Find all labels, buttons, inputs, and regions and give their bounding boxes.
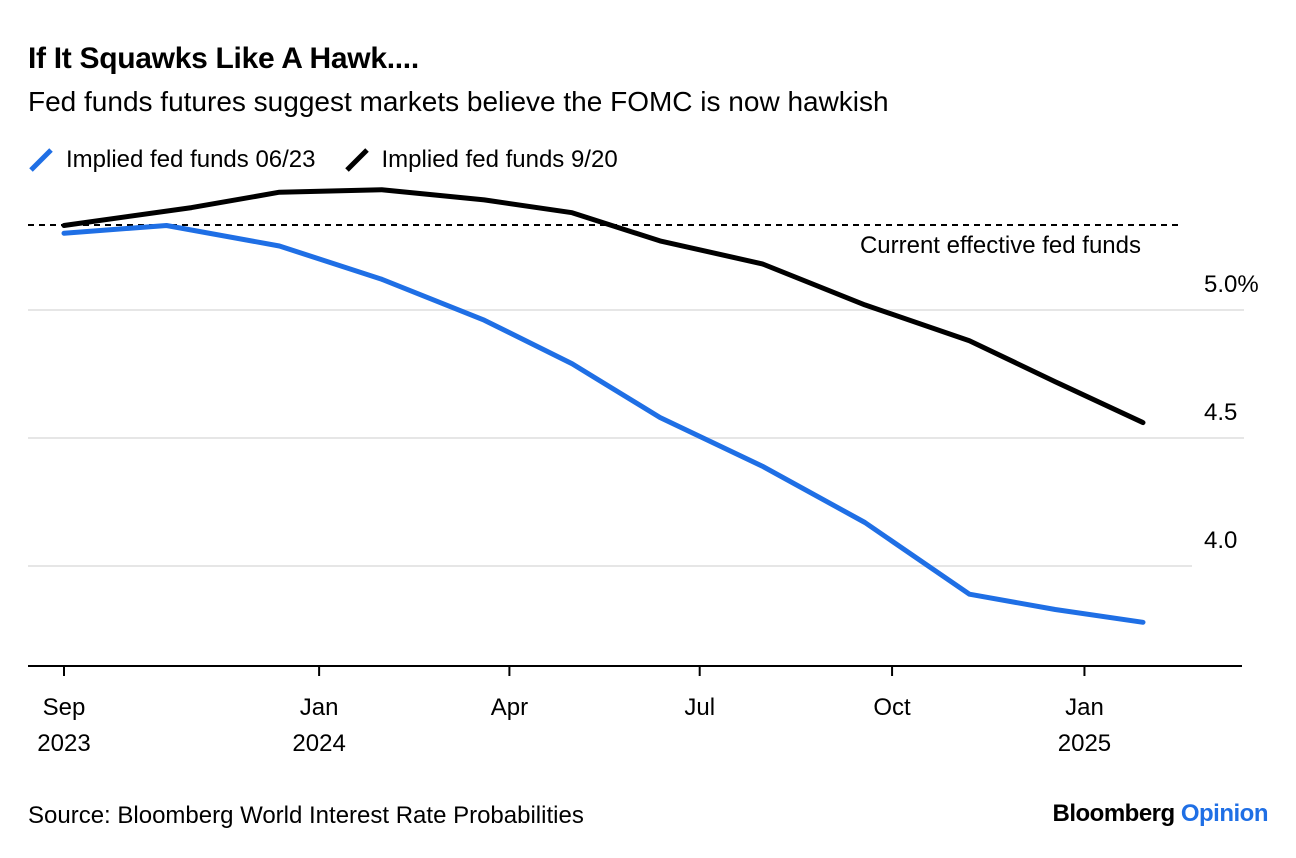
reference-line-label: Current effective fed funds bbox=[860, 232, 1141, 259]
legend: Implied fed funds 06/23 Implied fed fund… bbox=[28, 146, 632, 174]
x-tick-year-label: 2024 bbox=[292, 730, 345, 757]
legend-item-blue: Implied fed funds 06/23 bbox=[28, 146, 316, 174]
x-tick-label: Apr bbox=[491, 694, 528, 721]
x-tick-label: Jan bbox=[300, 694, 339, 721]
x-tick-label: Jan bbox=[1065, 694, 1104, 721]
axis-layer bbox=[28, 665, 1242, 676]
legend-label-black: Implied fed funds 9/20 bbox=[381, 146, 618, 173]
y-tick-label: 5.0% bbox=[1204, 271, 1259, 298]
series-line-blue bbox=[61, 223, 1146, 625]
y-tick-label: 4.5 bbox=[1204, 399, 1237, 426]
brand-name: Bloomberg bbox=[1052, 800, 1176, 827]
series-layer bbox=[61, 187, 1146, 625]
legend-swatch-black bbox=[344, 148, 369, 172]
label-layer: 4.0 4.5 5.0% Sep 2023 Jan 2024 Apr Jul Oct Jan 2025… bbox=[37, 232, 1258, 757]
x-tick-year-label: 2023 bbox=[37, 730, 90, 757]
chart-subtitle: Fed funds futures suggest markets believ… bbox=[28, 86, 889, 117]
brand-logo: Bloomberg Opinion bbox=[1053, 800, 1269, 828]
source-note: Source: Bloomberg World Interest Rate Pr… bbox=[28, 802, 584, 829]
legend-item-black: Implied fed funds 9/20 bbox=[344, 146, 618, 174]
series-line-black bbox=[61, 187, 1146, 426]
x-tick-label: Jul bbox=[684, 694, 715, 721]
grid-layer bbox=[28, 309, 1244, 567]
legend-swatch-blue bbox=[29, 148, 53, 172]
legend-label-blue: Implied fed funds 06/23 bbox=[66, 146, 316, 173]
chart-title: If It Squawks Like A Hawk.... bbox=[28, 42, 419, 75]
x-tick-label: Sep bbox=[43, 694, 86, 721]
x-tick-label: Oct bbox=[873, 694, 911, 721]
y-tick-label: 4.0 bbox=[1204, 527, 1237, 554]
x-tick-year-label: 2025 bbox=[1058, 730, 1111, 757]
brand-suffix: Opinion bbox=[1180, 800, 1269, 827]
